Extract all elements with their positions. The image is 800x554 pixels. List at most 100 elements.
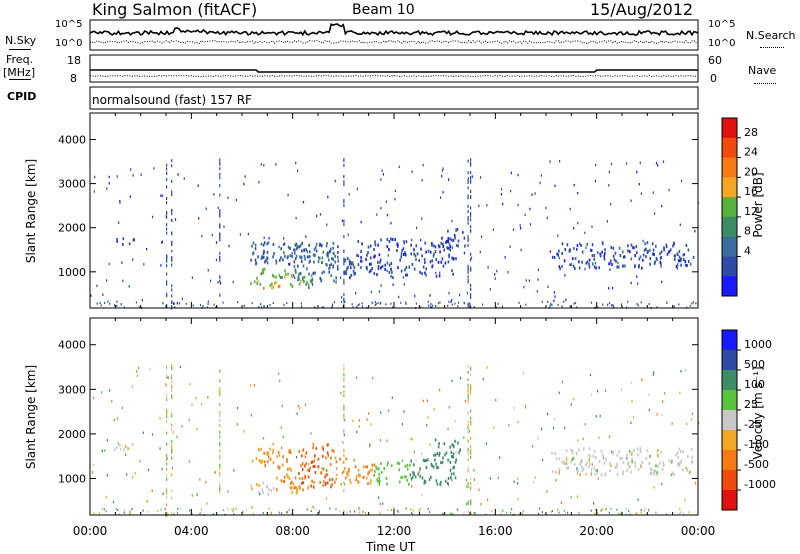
scatter-cell [166,282,168,286]
scatter-cell [293,248,295,252]
scatter-cell [301,462,304,466]
scatter-cell [343,394,345,398]
scatter-cell [349,276,351,280]
scatter-cell [295,271,297,275]
scatter-cell [588,458,590,462]
scatter-cell [387,509,389,512]
scatter-cell [278,466,281,470]
scatter-cell [465,485,468,488]
scatter-cell [413,252,415,256]
scatter-cell [334,480,336,484]
scatter-cell [561,264,563,268]
scatter-cell [557,253,560,257]
scatter-cell [648,303,650,305]
scatter-cell [554,452,556,456]
scatter-cell [588,462,591,466]
scatter-cell [428,478,431,482]
scatter-cell [457,305,459,308]
scatter-cell [304,257,306,261]
scatter-cell [467,270,469,274]
scatter-cell [232,510,234,513]
scatter-cell [377,302,379,304]
colorbar-segment [722,177,737,198]
scatter-cell [315,446,318,450]
colorbar-frame [721,329,738,511]
scatter-cell [283,475,286,479]
power-cbar-tick-label: 16 [744,185,758,198]
scatter-cell [337,259,339,263]
scatter-cell [636,251,638,255]
scatter-cell [380,471,383,474]
scatter-cell [429,260,432,264]
y-tick-label: 1000 [58,472,86,485]
scatter-cell [287,272,289,276]
scatter-cell [413,450,415,454]
scatter-cell [375,303,377,305]
scatter-cell [608,287,610,290]
scatter-cell [551,451,553,455]
scatter-cell [359,511,361,514]
scatter-cell [615,259,617,263]
scatter-cell [350,262,353,266]
scatter-cell [264,460,266,464]
scatter-cell [321,271,324,275]
scatter-cell [425,250,427,254]
scatter-cell [219,391,221,395]
scatter-cell [470,422,472,426]
scatter-cell [268,507,270,510]
scatter-cell [287,475,289,479]
scatter-cell [166,259,168,263]
scatter-cell [689,304,691,307]
scatter-cell [219,482,221,486]
scatter-cell [276,455,278,458]
scatter-cell [181,297,183,301]
scatter-cell [657,464,659,468]
scatter-cell [275,259,277,262]
scatter-cell [171,428,173,431]
scatter-cell [649,467,652,471]
scatter-cell [314,471,317,474]
scatter-cell [166,185,168,189]
scatter-cell [427,300,429,303]
scatter-cell [344,418,346,422]
scatter-cell [423,258,426,262]
scatter-cell [393,507,395,510]
scatter-cell [630,381,632,384]
scatter-cell [660,262,662,266]
scatter-cell [192,304,194,307]
scatter-cell [609,469,611,473]
scatter-cell [685,369,687,372]
scatter-cell [685,244,688,247]
scatter-cell [206,502,208,505]
scatter-cell [373,255,375,259]
scatter-cell [559,160,561,163]
scatter-cell [421,272,423,276]
scatter-cell [678,512,681,515]
scatter-cell [691,412,694,416]
scatter-cell [357,468,360,472]
scatter-cell [275,163,277,166]
scatter-cell [345,476,347,480]
scatter-cell [291,490,293,494]
scatter-cell [219,411,221,414]
scatter-cell [251,244,253,248]
scatter-cell [340,482,342,486]
scatter-cell [451,303,453,306]
scatter-cell [326,251,328,254]
scatter-cell [171,249,173,253]
scatter-cell [506,511,508,514]
scatter-cell [519,224,521,227]
scatter-cell [612,304,614,306]
scatter-cell [171,444,173,447]
scatter-cell [312,271,315,275]
scatter-cell [160,194,162,197]
scatter-cell [350,260,352,264]
scatter-cell [590,472,593,476]
scatter-cell [346,267,348,271]
scatter-cell [410,512,413,514]
scatter-cell [379,502,381,506]
scatter-cell [373,272,376,276]
colorbar-frame [721,117,738,297]
scatter-cell [278,273,281,277]
scatter-cell [303,249,305,253]
